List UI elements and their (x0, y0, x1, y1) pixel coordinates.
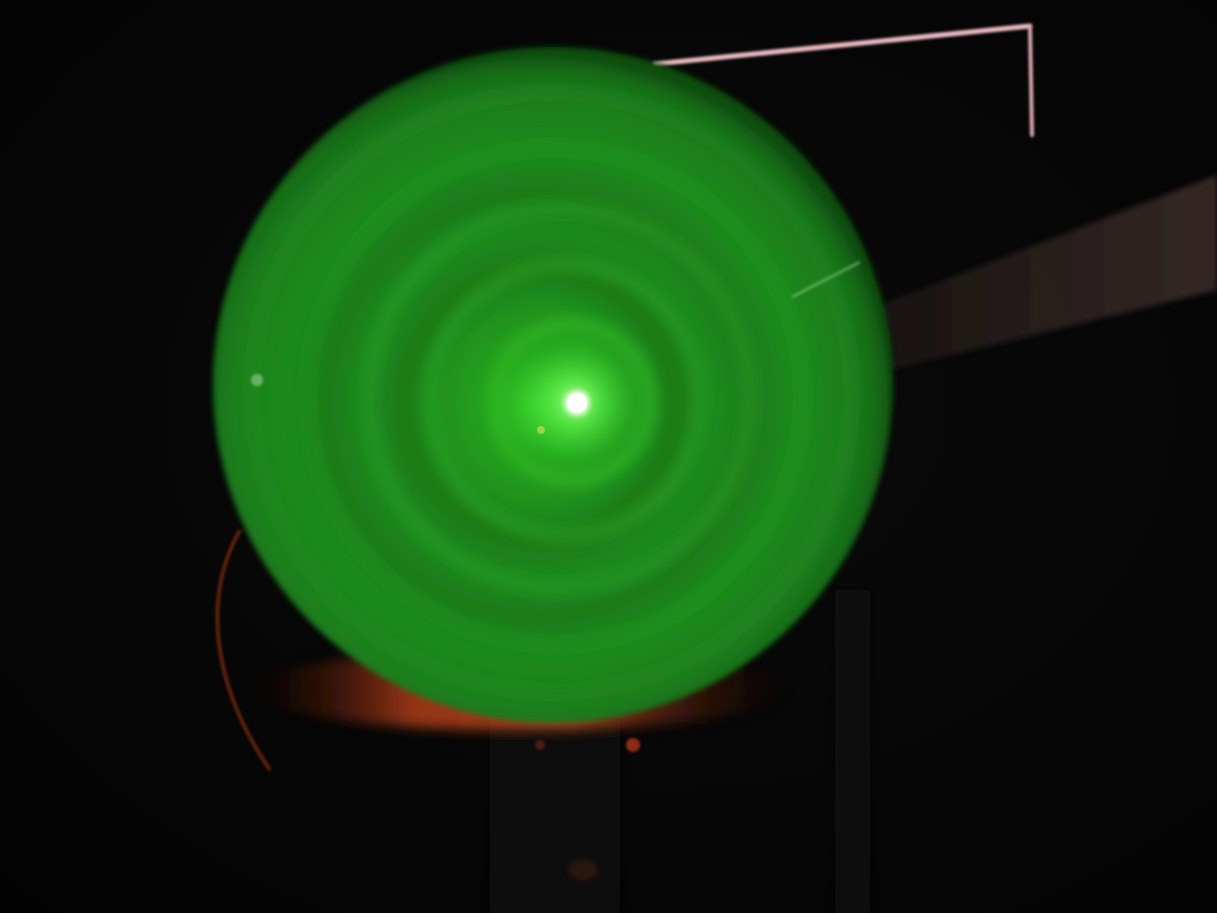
wire-loop (215, 529, 272, 772)
base-light-1 (626, 738, 640, 752)
base-light-2 (535, 740, 545, 750)
beam-spot-core (567, 393, 587, 413)
reflection-left (251, 374, 263, 386)
reflection-small (537, 426, 545, 434)
support-plank (880, 175, 1217, 370)
tube-stand (490, 590, 870, 913)
reflection-streak (791, 260, 861, 299)
frame-rod (652, 23, 1034, 137)
